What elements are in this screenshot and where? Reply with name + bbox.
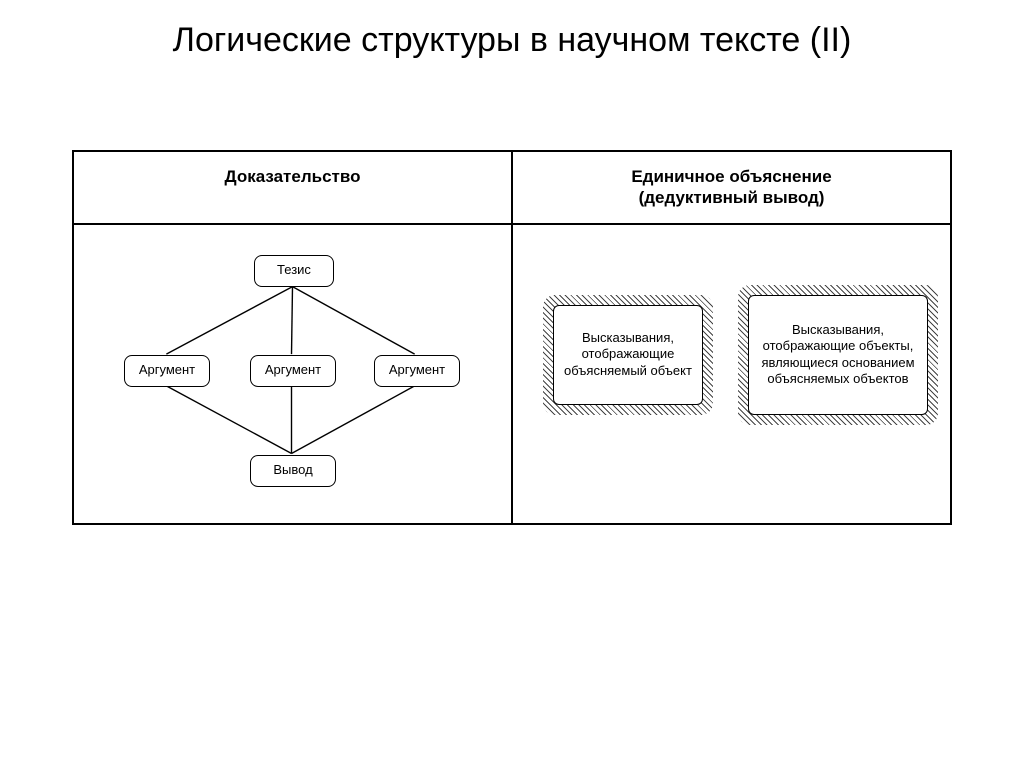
explain-box1-text: Высказывания, отображающие объясняемый о… (553, 305, 703, 405)
node-thesis: Тезис (254, 255, 334, 287)
explain-box2-text: Высказывания, отображающие объекты, явля… (748, 295, 928, 415)
table-content-row: Тезис Аргумент Аргумент Аргумент Вывод Выска… (73, 224, 951, 524)
node-arg2: Аргумент (250, 355, 336, 387)
cell-explanation: Высказывания, отображающие объясняемый о… (512, 224, 951, 524)
header-right: Единичное объяснение (дедуктивный вывод) (512, 151, 951, 224)
table-header-row: Доказательство Единичное объяснение (дед… (73, 151, 951, 224)
node-arg3: Аргумент (374, 355, 460, 387)
page-title: Логические структуры в научном тексте (I… (0, 0, 1024, 72)
header-right-line2: (дедуктивный вывод) (639, 188, 825, 207)
explain-box1: Высказывания, отображающие объясняемый о… (543, 295, 713, 415)
header-right-line1: Единичное объяснение (631, 167, 831, 186)
node-arg1: Аргумент (124, 355, 210, 387)
node-concl: Вывод (250, 455, 336, 487)
cell-proof: Тезис Аргумент Аргумент Аргумент Вывод (73, 224, 512, 524)
structure-table: Доказательство Единичное объяснение (дед… (72, 150, 952, 525)
header-left: Доказательство (73, 151, 512, 224)
explain-box2: Высказывания, отображающие объекты, явля… (738, 285, 938, 425)
